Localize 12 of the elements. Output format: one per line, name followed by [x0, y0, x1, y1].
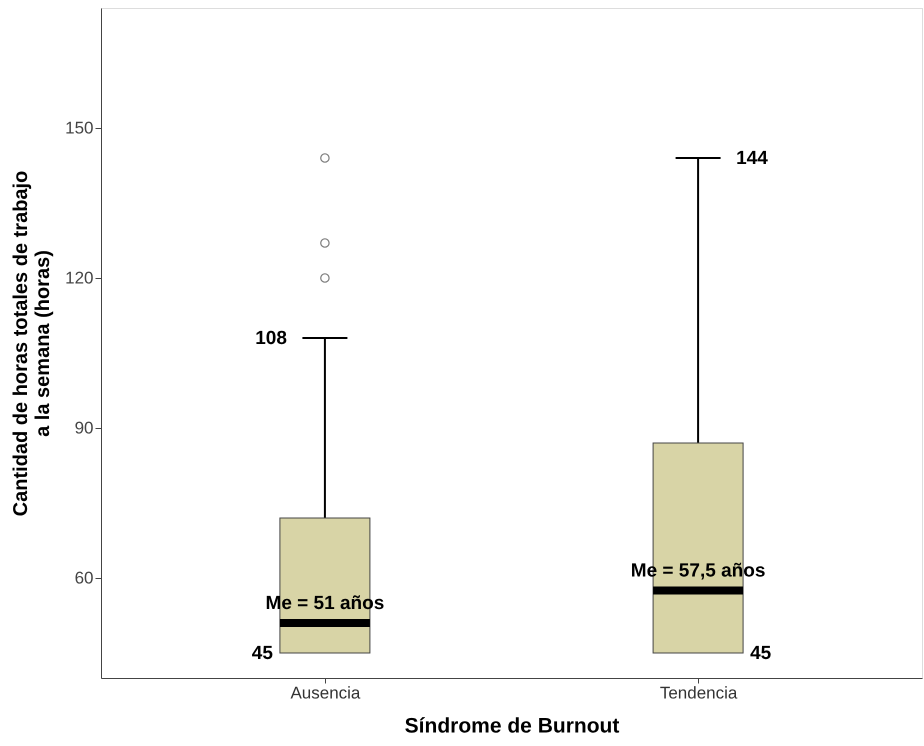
- annotation: 108: [255, 328, 287, 349]
- y-tick-label: 150: [65, 118, 94, 138]
- annotation: 45: [252, 643, 274, 664]
- y-tick-label: 60: [74, 568, 94, 588]
- x-tick-label: Tendencia: [660, 684, 738, 702]
- y-tick-label: 90: [74, 418, 94, 438]
- y-axis-title: Cantidad de horas totales de trabajo a la semana (horas): [10, 170, 54, 516]
- x-axis-title: Síndrome de Burnout: [404, 714, 620, 738]
- y-tick-label: 120: [65, 268, 94, 288]
- annotation: 144: [736, 148, 768, 169]
- annotation: 45: [750, 643, 772, 664]
- x-tick-label: Ausencia: [290, 684, 361, 702]
